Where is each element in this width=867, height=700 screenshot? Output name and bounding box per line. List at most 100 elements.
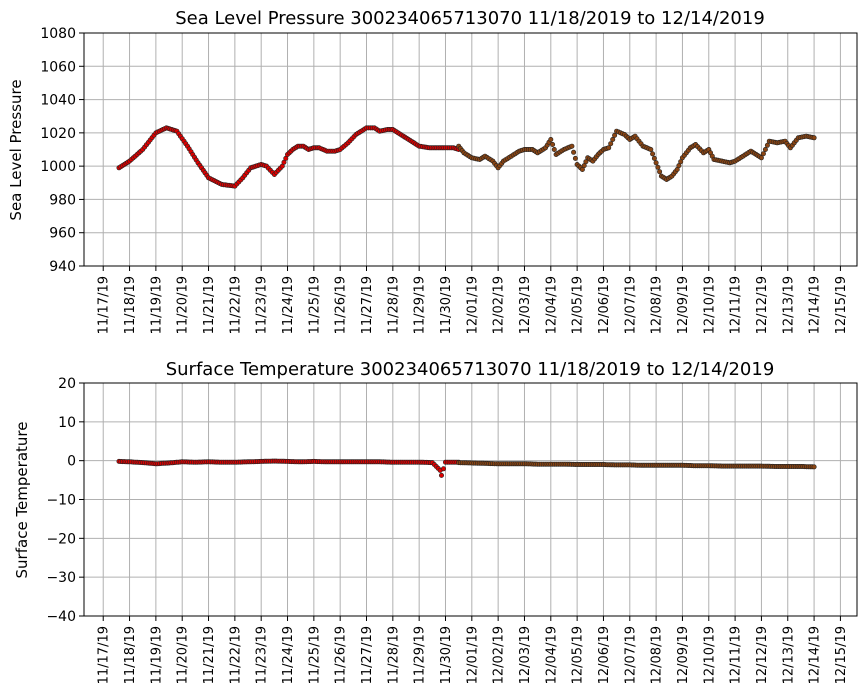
temperature-grid xyxy=(84,382,857,617)
x-tick-label: 11/22/19 xyxy=(228,276,243,334)
x-tick-label: 11/17/19 xyxy=(97,276,112,334)
y-tick-label: 10 xyxy=(58,415,76,431)
x-tick-label: 12/09/19 xyxy=(676,626,691,684)
x-tick-label: 12/01/19 xyxy=(465,276,480,334)
y-tick-label: 980 xyxy=(49,192,76,208)
temperature-title: Surface Temperature 300234065713070 11/1… xyxy=(166,359,775,380)
x-tick-label: 12/15/19 xyxy=(834,276,849,334)
x-tick-label: 12/11/19 xyxy=(729,626,744,684)
data-point xyxy=(440,466,446,472)
data-point xyxy=(438,472,444,478)
x-tick-label: 12/06/19 xyxy=(597,626,612,684)
x-tick-label: 11/19/19 xyxy=(149,276,164,334)
x-tick-label: 11/26/19 xyxy=(334,276,349,334)
x-tick-label: 11/26/19 xyxy=(334,626,349,684)
x-tick-label: 11/25/19 xyxy=(307,276,322,334)
y-tick-label: 1040 xyxy=(40,93,76,109)
data-point xyxy=(653,160,659,166)
x-tick-label: 12/14/19 xyxy=(808,276,823,334)
x-tick-label: 11/23/19 xyxy=(255,276,270,334)
x-tick-label: 11/18/19 xyxy=(123,626,138,684)
data-point xyxy=(811,464,817,470)
x-tick-label: 12/02/19 xyxy=(492,626,507,684)
x-tick-label: 12/03/19 xyxy=(518,276,533,334)
data-point xyxy=(651,155,657,161)
data-point xyxy=(655,164,661,170)
x-tick-label: 11/20/19 xyxy=(176,276,191,334)
x-tick-label: 11/30/19 xyxy=(439,626,454,684)
data-point xyxy=(571,149,577,155)
x-tick-label: 11/27/19 xyxy=(360,626,375,684)
x-tick-label: 12/09/19 xyxy=(676,276,691,334)
x-tick-label: 11/22/19 xyxy=(228,626,243,684)
y-tick-label: 1020 xyxy=(40,126,76,142)
x-tick-label: 12/05/19 xyxy=(571,626,586,684)
x-tick-label: 12/12/19 xyxy=(755,626,770,684)
x-tick-label: 11/23/19 xyxy=(255,626,270,684)
x-tick-label: 11/28/19 xyxy=(386,276,401,334)
data-point xyxy=(650,151,656,157)
pressure-y-label: Sea Level Pressure xyxy=(7,79,25,220)
pressure-plot-area xyxy=(83,32,858,267)
x-tick-label: 11/29/19 xyxy=(413,626,428,684)
x-tick-label: 12/07/19 xyxy=(623,276,638,334)
data-point xyxy=(572,155,578,161)
x-tick-label: 12/05/19 xyxy=(571,276,586,334)
pressure-grid xyxy=(84,32,857,267)
x-tick-label: 12/01/19 xyxy=(465,626,480,684)
temperature-chart: −40 −30 −20 −10 0 10 20 11/17/19 11/18/19 11/19/… xyxy=(13,359,858,684)
temperature-y-label: Surface Temperature xyxy=(13,422,31,579)
data-point xyxy=(548,137,554,143)
x-tick-label: 12/15/19 xyxy=(834,626,849,684)
x-tick-label: 12/08/19 xyxy=(650,276,665,334)
data-point xyxy=(762,147,768,153)
y-tick-label: 20 xyxy=(58,376,76,392)
pressure-title: Sea Level Pressure 300234065713070 11/18… xyxy=(175,8,765,29)
y-tick-label: −10 xyxy=(46,493,76,509)
x-tick-label: 11/29/19 xyxy=(413,276,428,334)
temperature-y-ticks: −40 −30 −20 −10 0 10 20 xyxy=(46,376,84,625)
x-tick-label: 12/11/19 xyxy=(729,276,744,334)
x-tick-label: 11/25/19 xyxy=(307,626,322,684)
x-tick-label: 12/02/19 xyxy=(492,276,507,334)
x-tick-label: 12/13/19 xyxy=(781,626,796,684)
x-tick-label: 11/19/19 xyxy=(149,626,164,684)
x-tick-label: 11/27/19 xyxy=(360,276,375,334)
data-point xyxy=(657,169,663,175)
pressure-y-ticks: 940 960 980 1000 1020 1040 1060 1080 xyxy=(40,26,84,275)
y-tick-label: 0 xyxy=(67,454,76,470)
data-point xyxy=(606,145,612,151)
data-point xyxy=(569,143,575,149)
data-point xyxy=(612,132,618,138)
data-point xyxy=(758,155,764,161)
data-point xyxy=(811,135,817,141)
data-point xyxy=(760,151,766,157)
x-tick-label: 12/04/19 xyxy=(544,276,559,334)
x-tick-label: 11/18/19 xyxy=(123,276,138,334)
data-point xyxy=(648,147,654,153)
data-point xyxy=(550,142,556,148)
x-tick-label: 11/17/19 xyxy=(97,626,112,684)
x-tick-label: 11/24/19 xyxy=(281,276,296,334)
data-point xyxy=(551,147,557,153)
data-point xyxy=(610,137,616,143)
pressure-points xyxy=(116,125,817,189)
x-tick-label: 12/06/19 xyxy=(597,276,612,334)
x-tick-label: 11/30/19 xyxy=(439,276,454,334)
y-tick-label: −30 xyxy=(46,570,76,586)
y-tick-label: 960 xyxy=(49,226,76,242)
y-tick-label: 1000 xyxy=(40,159,76,175)
x-tick-label: 12/10/19 xyxy=(702,626,717,684)
temperature-points xyxy=(116,458,817,478)
y-tick-label: −40 xyxy=(46,609,76,625)
x-tick-label: 12/08/19 xyxy=(650,626,665,684)
y-tick-label: 1060 xyxy=(40,59,76,75)
x-tick-label: 12/14/19 xyxy=(808,626,823,684)
x-tick-label: 12/12/19 xyxy=(755,276,770,334)
x-tick-label: 11/21/19 xyxy=(202,626,217,684)
x-tick-label: 12/07/19 xyxy=(623,626,638,684)
data-point xyxy=(764,142,770,148)
x-tick-label: 11/24/19 xyxy=(281,626,296,684)
data-point xyxy=(608,141,614,147)
